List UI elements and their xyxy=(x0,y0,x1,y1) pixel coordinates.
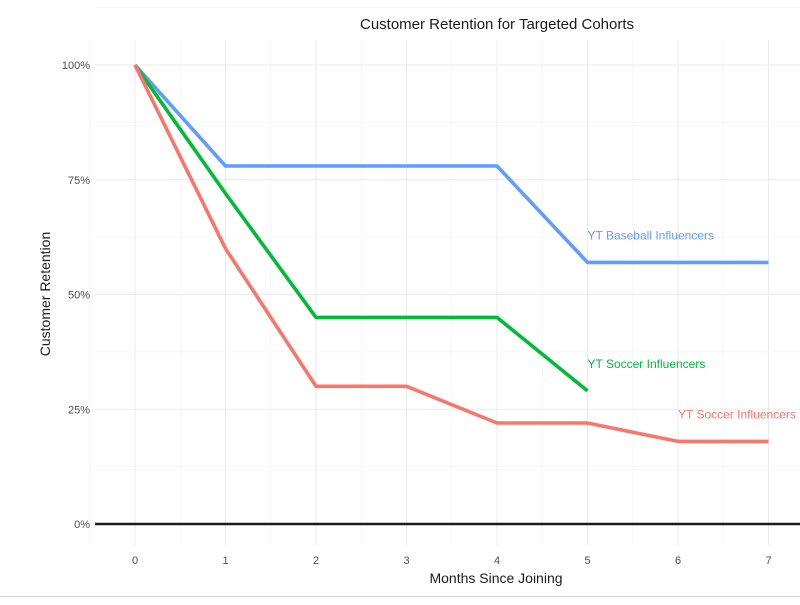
series-line-3 xyxy=(133,64,769,444)
series-label-layer: YT Baseball Influencers YT Soccer Influen… xyxy=(588,228,796,421)
y-tick-label: 25% xyxy=(68,404,90,416)
y-tick-label: 100% xyxy=(62,60,90,72)
x-tick-label: 7 xyxy=(765,555,771,567)
series-layer xyxy=(133,63,769,444)
x-tick-label: 0 xyxy=(132,555,138,567)
x-tick-label: 3 xyxy=(403,555,409,567)
series-label-1: YT Baseball Influencers xyxy=(588,228,715,242)
x-tick-label: 2 xyxy=(313,555,319,567)
y-tick-label: 75% xyxy=(68,175,90,187)
series-line-2 xyxy=(133,63,589,393)
series-line-1 xyxy=(133,63,769,265)
x-tick-label: 5 xyxy=(584,555,590,567)
chart-title: Customer Retention for Targeted Cohorts xyxy=(360,16,634,33)
x-tick-label: 4 xyxy=(494,555,500,567)
series-label-3: YT Soccer Influencers xyxy=(678,407,796,421)
y-tick-label: 50% xyxy=(68,290,90,302)
x-tick-label: 1 xyxy=(222,555,228,567)
tick-label-layer: 0 1 2 3 4 5 6 7 0% 25% 50% 75% 100% xyxy=(62,60,772,567)
x-axis-title: Months Since Joining xyxy=(429,570,562,586)
series-label-2: YT Soccer Influencers xyxy=(588,357,706,371)
y-axis-title: Customer Retention xyxy=(37,232,53,357)
x-tick-label: 6 xyxy=(675,555,681,567)
grid xyxy=(89,7,800,545)
y-tick-label: 0% xyxy=(74,519,90,531)
bottom-rule xyxy=(0,596,800,597)
